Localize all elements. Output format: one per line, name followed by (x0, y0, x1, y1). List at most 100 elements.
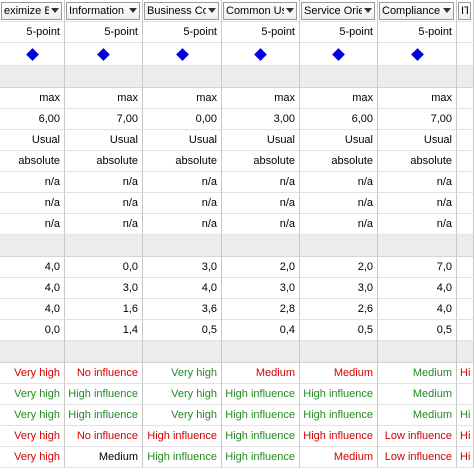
table-cell[interactable]: Low influence (378, 447, 457, 468)
table-cell[interactable]: Usual (0, 130, 65, 151)
table-cell[interactable]: n/a (222, 193, 300, 214)
table-cell[interactable]: Very high (0, 426, 65, 447)
table-cell[interactable]: 3,0 (222, 278, 300, 299)
table-cell[interactable]: 3,0 (143, 257, 222, 278)
table-cell[interactable]: n/a (300, 172, 378, 193)
table-cell[interactable] (457, 384, 474, 405)
table-cell[interactable]: 2,0 (222, 257, 300, 278)
table-cell[interactable]: Very high (143, 405, 222, 426)
table-cell[interactable]: Low influence (378, 426, 457, 447)
table-cell[interactable]: max (143, 88, 222, 109)
table-cell[interactable]: absolute (65, 151, 143, 172)
column-header[interactable]: Compliance ... (378, 0, 457, 22)
table-cell[interactable] (457, 43, 474, 66)
column-header-button[interactable]: Compliance ... (379, 1, 454, 20)
table-cell[interactable]: 3,0 (65, 278, 143, 299)
table-cell[interactable]: max (65, 88, 143, 109)
table-cell[interactable]: n/a (300, 193, 378, 214)
table-cell[interactable]: Very high (0, 405, 65, 426)
table-cell[interactable]: Medium (65, 447, 143, 468)
table-cell[interactable]: n/a (143, 214, 222, 235)
table-cell[interactable]: Medium (378, 384, 457, 405)
table-cell[interactable]: Medium (300, 447, 378, 468)
table-cell[interactable]: 7,00 (65, 109, 143, 130)
table-cell[interactable] (300, 43, 378, 66)
table-cell[interactable]: High influence (143, 447, 222, 468)
chevron-down-icon[interactable] (443, 8, 451, 13)
table-cell[interactable]: No influence (65, 363, 143, 384)
chevron-down-icon[interactable] (286, 8, 294, 13)
table-cell[interactable]: 1,4 (65, 320, 143, 341)
table-cell[interactable]: High influence (300, 384, 378, 405)
table-cell[interactable]: 3,6 (143, 299, 222, 320)
table-cell[interactable] (457, 193, 474, 214)
table-cell[interactable]: Hi (457, 405, 474, 426)
table-cell[interactable]: Hi (457, 426, 474, 447)
table-cell[interactable]: 6,00 (0, 109, 65, 130)
table-cell[interactable]: Medium (378, 405, 457, 426)
table-cell[interactable]: 4,0 (0, 299, 65, 320)
table-cell[interactable]: n/a (65, 172, 143, 193)
table-cell[interactable]: 2,0 (300, 257, 378, 278)
table-cell[interactable]: absolute (378, 151, 457, 172)
table-cell[interactable]: Medium (378, 363, 457, 384)
table-cell[interactable]: max (222, 88, 300, 109)
table-cell[interactable]: max (378, 88, 457, 109)
table-cell[interactable]: 3,00 (222, 109, 300, 130)
table-cell[interactable]: 2,8 (222, 299, 300, 320)
table-cell[interactable]: n/a (222, 214, 300, 235)
table-cell[interactable]: absolute (0, 151, 65, 172)
table-cell[interactable]: 4,0 (378, 299, 457, 320)
table-cell[interactable] (457, 151, 474, 172)
table-cell[interactable]: High influence (222, 426, 300, 447)
table-cell[interactable] (0, 43, 65, 66)
table-cell[interactable]: 4,0 (378, 278, 457, 299)
table-cell[interactable]: Hi (457, 447, 474, 468)
table-cell[interactable]: 0,4 (222, 320, 300, 341)
table-cell[interactable]: n/a (143, 193, 222, 214)
table-cell[interactable]: absolute (143, 151, 222, 172)
table-cell[interactable]: High influence (65, 405, 143, 426)
table-cell[interactable]: n/a (0, 193, 65, 214)
table-cell[interactable]: Very high (143, 384, 222, 405)
table-cell[interactable]: n/a (378, 193, 457, 214)
table-cell[interactable]: Usual (300, 130, 378, 151)
table-cell[interactable]: max (300, 88, 378, 109)
table-cell[interactable]: Hi (457, 363, 474, 384)
table-cell[interactable]: Usual (143, 130, 222, 151)
table-cell[interactable]: Usual (378, 130, 457, 151)
chevron-down-icon[interactable] (364, 8, 372, 13)
column-header[interactable]: eximize Be... (0, 0, 65, 22)
table-cell[interactable] (457, 320, 474, 341)
table-cell[interactable]: 5-point (143, 22, 222, 43)
table-cell[interactable]: n/a (0, 172, 65, 193)
table-cell[interactable]: Medium (222, 363, 300, 384)
table-cell[interactable]: n/a (378, 214, 457, 235)
table-cell[interactable]: 5-point (378, 22, 457, 43)
table-cell[interactable]: High influence (65, 384, 143, 405)
table-cell[interactable]: n/a (378, 172, 457, 193)
column-header-button[interactable]: Common Use... (223, 1, 297, 20)
table-cell[interactable]: Very high (0, 447, 65, 468)
table-cell[interactable]: 0,5 (300, 320, 378, 341)
table-cell[interactable]: 5-point (222, 22, 300, 43)
column-header-button[interactable]: eximize Be... (1, 1, 62, 20)
table-cell[interactable] (457, 278, 474, 299)
table-cell[interactable]: 5-point (0, 22, 65, 43)
table-cell[interactable]: 5-point (300, 22, 378, 43)
table-cell[interactable]: 7,00 (378, 109, 457, 130)
table-cell[interactable]: Usual (65, 130, 143, 151)
table-cell[interactable]: Very high (143, 363, 222, 384)
table-cell[interactable]: 2,6 (300, 299, 378, 320)
table-cell[interactable]: Medium (300, 363, 378, 384)
chevron-down-icon[interactable] (208, 8, 216, 13)
table-cell[interactable]: High influence (222, 405, 300, 426)
table-cell[interactable] (65, 43, 143, 66)
table-cell[interactable]: max (0, 88, 65, 109)
table-cell[interactable]: High influence (300, 426, 378, 447)
table-cell[interactable] (457, 214, 474, 235)
table-cell[interactable]: High influence (143, 426, 222, 447)
table-cell[interactable] (222, 43, 300, 66)
table-cell[interactable]: n/a (222, 172, 300, 193)
table-cell[interactable]: n/a (65, 193, 143, 214)
